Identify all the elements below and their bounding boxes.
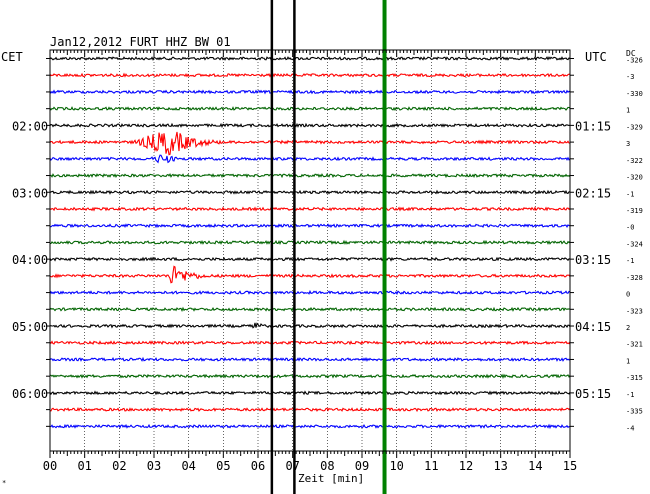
trace-line [49, 407, 571, 413]
labels: -326 -3 -330 1 -329 3 -322 -320 -1 -319 -0 -324 -1 -3… [12, 57, 643, 433]
left-hour-label: 06:00 [12, 387, 48, 401]
right-hour-label: 01:15 [575, 119, 611, 133]
trace-line [49, 306, 571, 312]
trace-line [49, 106, 571, 112]
trace-line [49, 356, 571, 363]
x-tick-label: 07 [285, 459, 299, 473]
dc-offset-label: -0 [626, 224, 634, 232]
trace-line [49, 223, 571, 229]
dc-offset-label: 2 [626, 324, 630, 332]
footer-mark: * [2, 479, 6, 487]
dc-offset-label: -1 [626, 257, 634, 265]
dc-offset-label: -328 [626, 274, 643, 282]
dc-offset-label: -315 [626, 374, 643, 382]
trace-line [49, 322, 571, 329]
trace-line [49, 189, 571, 195]
dc-offset-label: -320 [626, 174, 643, 182]
right-hour-label: 04:15 [575, 320, 611, 334]
markers [270, 0, 387, 494]
grid [84, 50, 536, 451]
right-hour-label: 02:15 [575, 186, 611, 200]
chart-title: Jan12,2012 FURT HHZ BW 01 [50, 35, 231, 49]
x-tick-label: 03 [147, 459, 161, 473]
x-tick-label: 12 [459, 459, 473, 473]
right-hour-label: 03:15 [575, 253, 611, 267]
dc-offset-label: 1 [626, 107, 630, 115]
left-hour-label: 02:00 [12, 119, 48, 133]
dc-offset-label: 3 [626, 140, 630, 148]
trace-line [49, 131, 571, 156]
left-hour-label: 04:00 [12, 253, 48, 267]
x-tick-label: 13 [493, 459, 507, 473]
dc-offset-label: -322 [626, 157, 643, 165]
x-tick-label: 02 [112, 459, 126, 473]
x-tick-label: 04 [181, 459, 195, 473]
trace-line [49, 56, 571, 61]
trace-line [49, 340, 571, 346]
trace-line [49, 72, 571, 78]
trace-line [49, 390, 571, 396]
x-tick-label: 01 [77, 459, 91, 473]
left-timezone: CET [1, 50, 23, 64]
trace-line [49, 206, 571, 212]
x-tick-label: 08 [320, 459, 334, 473]
dc-offset-label: -326 [626, 57, 643, 65]
dc-offset-label: -329 [626, 123, 643, 131]
dc-offset-label: -323 [626, 307, 643, 315]
dc-offset-label: -321 [626, 341, 643, 349]
trace-line [49, 265, 571, 284]
right-timezone: UTC [585, 50, 607, 64]
trace-line [49, 373, 571, 379]
x-tick-label: 00 [43, 459, 57, 473]
dc-offset-label: -324 [626, 240, 643, 248]
trace-line [49, 289, 571, 296]
x-tick-label: 06 [251, 459, 265, 473]
trace-line [49, 239, 571, 245]
dc-header: DC [626, 49, 636, 58]
trace-line [49, 256, 571, 262]
x-axis: 00 01 02 03 04 05 06 07 08 09 10 11 12 13 14 15 [43, 50, 577, 473]
trace-line [49, 173, 571, 179]
trace-line [49, 122, 571, 129]
x-tick-label: 11 [424, 459, 438, 473]
dc-offset-label: -4 [626, 424, 634, 432]
dc-offset-label: 0 [626, 291, 630, 299]
dc-offset-label: 1 [626, 358, 630, 366]
x-tick-label: 14 [528, 459, 542, 473]
x-axis-label: Zeit [min] [298, 472, 364, 485]
trace-line [49, 89, 571, 95]
dc-offset-label: -330 [626, 90, 643, 98]
trace-line [49, 154, 571, 164]
dc-offset-label: -1 [626, 391, 634, 399]
x-tick-label: 15 [563, 459, 577, 473]
dc-offset-label: -319 [626, 207, 643, 215]
x-tick-label: 09 [355, 459, 369, 473]
left-hour-label: 03:00 [12, 186, 48, 200]
dc-offset-label: -3 [626, 73, 634, 81]
traces [49, 56, 571, 430]
dc-offset-label: -1 [626, 190, 634, 198]
left-hour-label: 05:00 [12, 320, 48, 334]
right-hour-label: 05:15 [575, 387, 611, 401]
dc-offset-label: -335 [626, 408, 643, 416]
trace-line [49, 423, 571, 430]
x-tick-label: 05 [216, 459, 230, 473]
x-tick-label: 10 [389, 459, 403, 473]
